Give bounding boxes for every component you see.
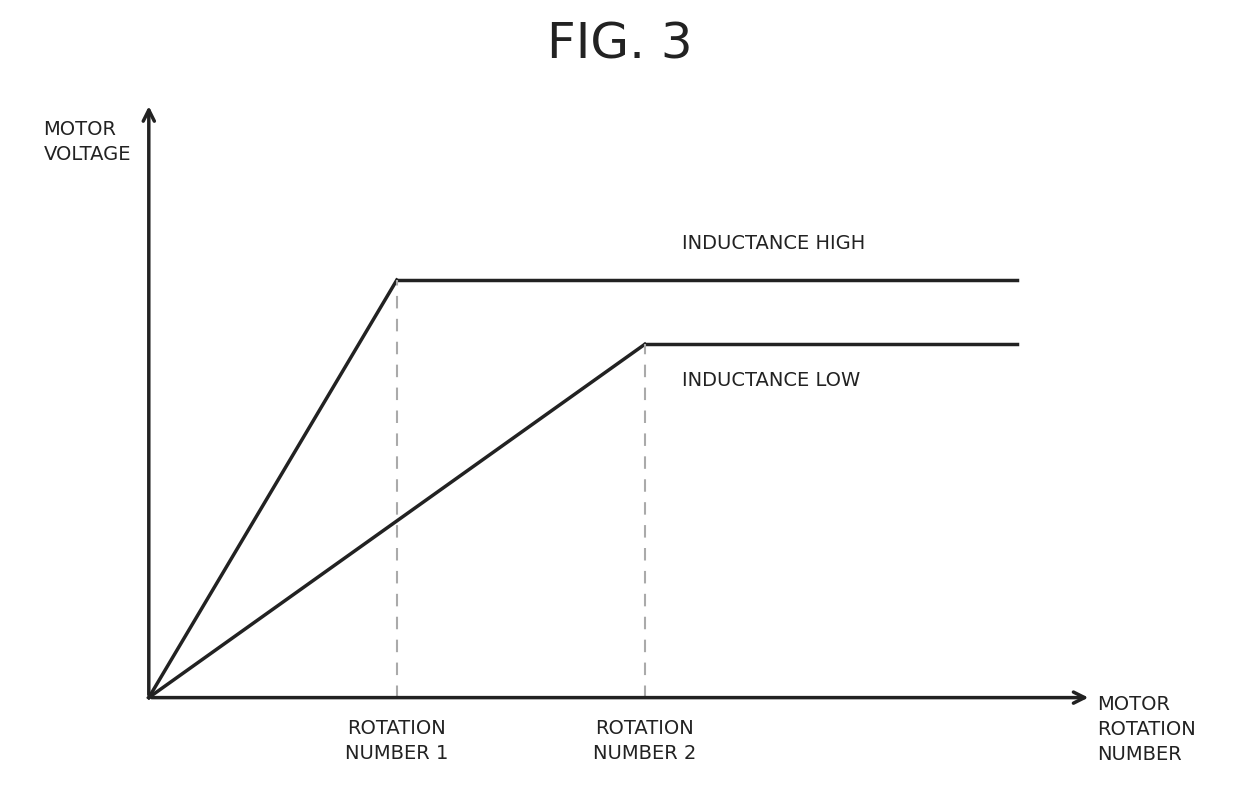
Text: ROTATION
NUMBER 1: ROTATION NUMBER 1 bbox=[345, 718, 449, 762]
Text: MOTOR
ROTATION
NUMBER: MOTOR ROTATION NUMBER bbox=[1097, 694, 1197, 763]
Text: ROTATION
NUMBER 2: ROTATION NUMBER 2 bbox=[593, 718, 697, 762]
Text: MOTOR
VOLTAGE: MOTOR VOLTAGE bbox=[43, 120, 131, 164]
Text: FIG. 3: FIG. 3 bbox=[547, 20, 693, 68]
Text: INDUCTANCE HIGH: INDUCTANCE HIGH bbox=[682, 233, 866, 253]
Text: INDUCTANCE LOW: INDUCTANCE LOW bbox=[682, 371, 861, 390]
